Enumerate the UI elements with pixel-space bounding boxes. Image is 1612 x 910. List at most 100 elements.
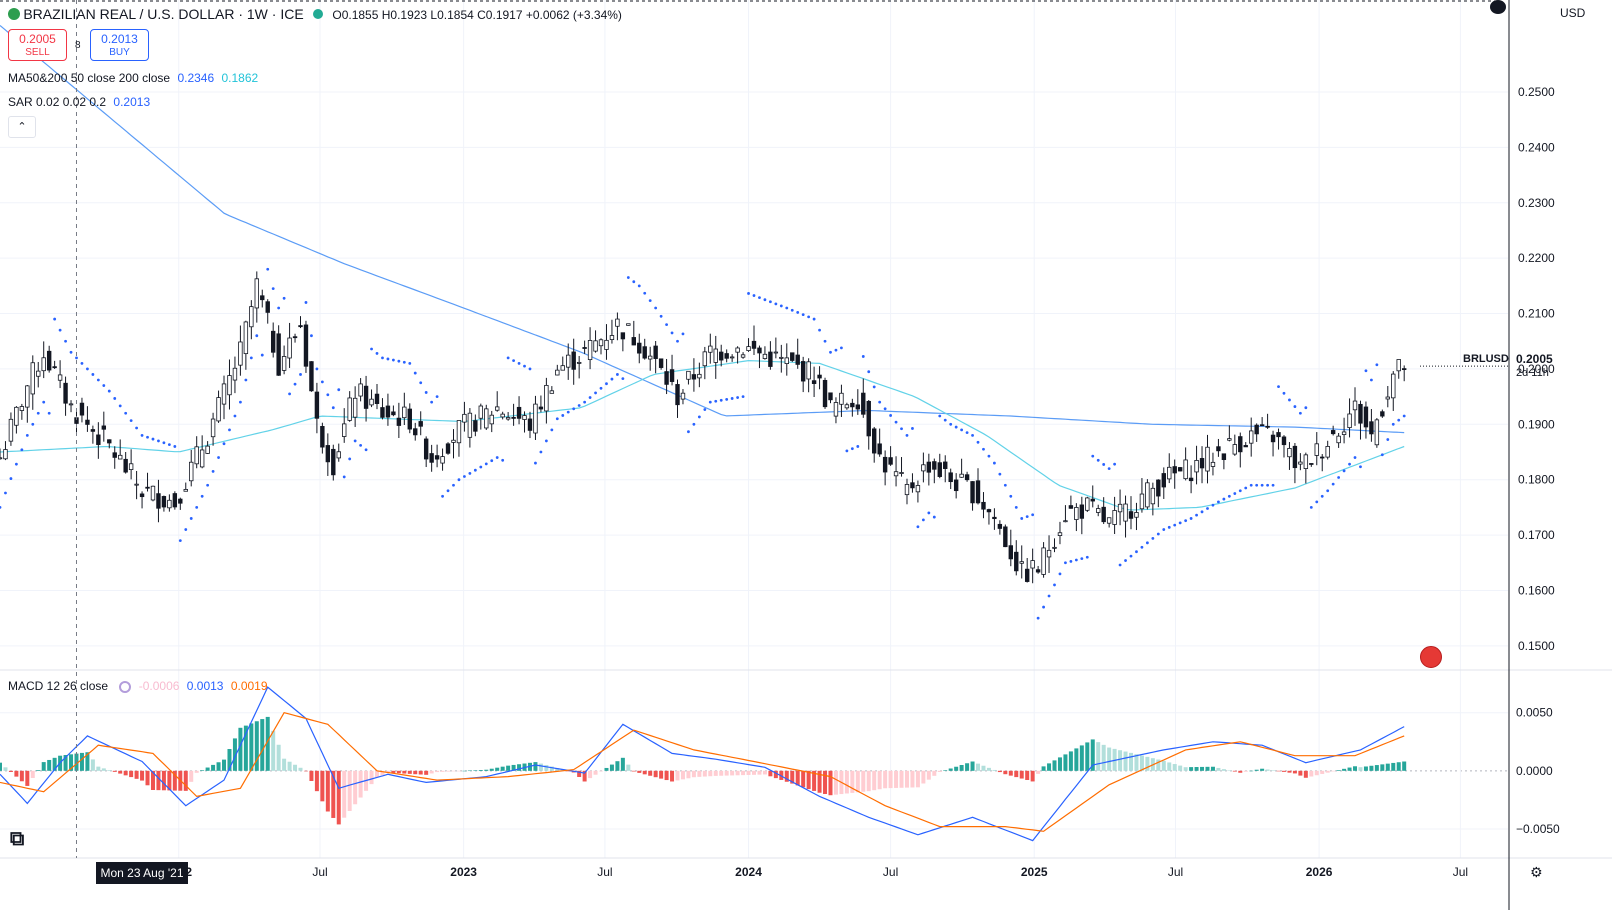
macd-hist-bar xyxy=(1347,767,1352,771)
macd-hist-bar xyxy=(484,769,489,771)
candle-body xyxy=(1330,430,1336,435)
macd-hist-bar xyxy=(440,770,445,772)
macd-hist-bar xyxy=(976,763,981,771)
sar-dot xyxy=(96,378,100,382)
sar-dot xyxy=(1380,453,1384,457)
macd-hist-bar xyxy=(200,770,205,771)
alert-icon[interactable] xyxy=(1490,0,1506,14)
settings-gear-icon[interactable]: ⚙ xyxy=(1530,864,1543,880)
sar-dot xyxy=(1151,537,1155,540)
sar-dot xyxy=(703,408,707,411)
candle-body xyxy=(768,351,773,367)
macd-hist-bar xyxy=(69,754,74,771)
macd-hist-bar xyxy=(1380,764,1385,771)
candle-body xyxy=(1123,503,1128,522)
macd-hist-bar xyxy=(1008,770,1013,776)
buy-button[interactable]: 0.2013 BUY xyxy=(90,29,149,61)
sar-dot xyxy=(1156,532,1160,536)
macd-legend[interactable]: MACD 12 26 close -0.0006 0.0013 0.0019 xyxy=(8,679,268,693)
sar-dot xyxy=(58,328,62,332)
macd-hist-bar xyxy=(1342,768,1347,771)
symbol-title[interactable]: BRAZILIAN REAL / U.S. DOLLAR · 1W · ICE xyxy=(23,6,304,22)
candle-body xyxy=(1112,510,1117,525)
ma-legend[interactable]: MA50&200 50 close 200 close 0.2346 0.186… xyxy=(8,71,258,85)
sar-dot xyxy=(1238,489,1242,493)
candle-body xyxy=(964,474,970,481)
currency-selector[interactable]: USD xyxy=(1560,6,1586,20)
candle-body xyxy=(1030,560,1035,569)
sar-dot xyxy=(1260,483,1264,487)
macd-hist-bar xyxy=(904,770,909,788)
macd-hist-bar xyxy=(380,770,385,776)
candle-body xyxy=(544,384,549,412)
macd-label: MACD 12 26 close xyxy=(8,679,109,693)
sar-dot xyxy=(905,433,909,437)
sell-button[interactable]: 0.2005 SELL xyxy=(8,29,67,61)
candle-body xyxy=(855,404,861,410)
candle-body xyxy=(1019,561,1024,564)
macd-hist-bar xyxy=(1358,767,1363,771)
sar-dot xyxy=(779,304,783,308)
flag-icon xyxy=(8,8,20,20)
sar-dot xyxy=(206,483,210,487)
candle-body xyxy=(533,403,538,434)
macd-hist-bar xyxy=(937,770,942,772)
candle-body xyxy=(451,439,456,443)
candle-body xyxy=(817,374,822,379)
sar-dot xyxy=(900,427,903,431)
sar-dot xyxy=(266,267,270,271)
candle-body xyxy=(642,346,647,359)
candle-body xyxy=(1352,400,1358,411)
candle-body xyxy=(713,348,718,363)
macd-hist-bar xyxy=(79,752,84,771)
candle-body xyxy=(1380,411,1385,417)
sar-dot xyxy=(621,377,625,381)
sar-dot xyxy=(484,462,488,466)
sar-dot xyxy=(348,457,352,461)
macd-hist-bar xyxy=(588,770,593,779)
sar-dot xyxy=(577,404,581,407)
candle-body xyxy=(1046,549,1052,558)
macd-hist-bar xyxy=(391,770,396,773)
candle-body xyxy=(145,486,150,489)
time-tick-label: 2026 xyxy=(1306,865,1333,879)
sar-dot xyxy=(1298,411,1302,415)
sar-dot xyxy=(572,407,576,411)
macd-hist-bar xyxy=(915,770,920,788)
macd-hist-bar xyxy=(921,770,926,784)
macd-hist-bar xyxy=(1041,766,1046,771)
macd-hist-bar xyxy=(888,770,893,789)
candle-body xyxy=(680,392,686,400)
macd-hist-bar xyxy=(593,770,598,775)
sar-dot xyxy=(446,489,450,493)
candle-body xyxy=(997,523,1003,529)
macd-hist-bar xyxy=(145,770,150,786)
candle-body xyxy=(1401,368,1407,371)
macd-hist-bar xyxy=(298,767,303,771)
candle-body xyxy=(981,501,986,510)
tradingview-logo-icon[interactable]: ⧉ xyxy=(10,828,25,850)
sar-dot xyxy=(949,422,953,426)
macd-hist-bar xyxy=(1232,770,1237,772)
market-status-icon xyxy=(313,9,324,19)
macd-hist-bar xyxy=(1189,767,1194,771)
collapse-legend-button[interactable]: ⌃ xyxy=(8,116,36,138)
sar-dot xyxy=(299,373,302,376)
sar-dot xyxy=(883,407,887,411)
us-flag-event-icon[interactable] xyxy=(1420,646,1442,668)
macd-hist-bar xyxy=(118,770,123,774)
candle-body xyxy=(729,356,735,359)
macd-hist-bar xyxy=(768,770,773,777)
sar-legend[interactable]: SAR 0.02 0.02 0.2 0.2013 xyxy=(8,95,150,109)
candle-body xyxy=(762,353,768,359)
sar-dot xyxy=(588,396,592,399)
macd-hist-bar xyxy=(276,744,281,771)
candle-body xyxy=(658,358,664,368)
macd-hist-bar xyxy=(1391,762,1396,771)
candle-body xyxy=(484,408,489,429)
ohlc-values: O0.1855 H0.1923 L0.1854 C0.1917 +0.0062 … xyxy=(332,8,622,22)
candle-body xyxy=(866,400,871,437)
sar-dot xyxy=(708,400,712,404)
sar-dot xyxy=(452,483,455,487)
